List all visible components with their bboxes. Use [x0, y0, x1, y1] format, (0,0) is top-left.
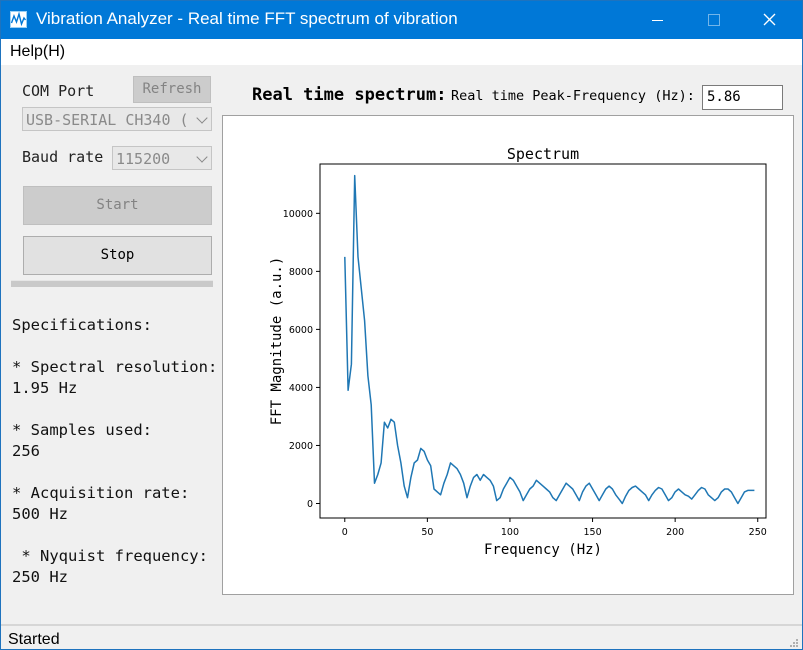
menu-help[interactable]: Help(H)	[10, 43, 66, 60]
chevron-down-icon	[196, 151, 208, 163]
y-tick-label: 10000	[283, 209, 313, 220]
app-icon	[10, 11, 27, 28]
spec-nyquist-value: 250 Hz	[12, 568, 68, 586]
maximize-button	[690, 1, 736, 39]
chart-title: Spectrum	[507, 145, 579, 163]
close-button[interactable]	[746, 1, 792, 39]
title-bar: Vibration Analyzer - Real time FFT spect…	[1, 1, 802, 39]
specs-heading: Specifications:	[12, 316, 152, 334]
y-tick-label: 0	[307, 499, 313, 510]
spec-nyquist-label: * Nyquist frequency:	[12, 547, 208, 565]
window-title: Vibration Analyzer - Real time FFT spect…	[36, 9, 458, 28]
com-port-value: USB-SERIAL CH340 (	[26, 111, 189, 129]
resize-grip-icon[interactable]	[789, 638, 799, 648]
status-bar: Started	[1, 624, 802, 649]
x-tick-label: 0	[342, 527, 348, 538]
plot-axes-box	[319, 163, 767, 519]
spec-rate-value: 500 Hz	[12, 505, 68, 523]
x-tick-label: 150	[583, 527, 601, 538]
y-tick-label: 8000	[289, 267, 313, 278]
spec-resolution-label: * Spectral resolution:	[12, 358, 218, 376]
baud-rate-label: Baud rate	[22, 148, 104, 166]
com-port-select[interactable]: USB-SERIAL CH340 (	[22, 107, 212, 131]
spec-resolution-value: 1.95 Hz	[12, 379, 78, 397]
refresh-button[interactable]: Refresh	[133, 76, 211, 103]
spectrum-chart: 0 50 100 150 200 250 0 2000 4000 6000 8000 10000 Spe…	[269, 145, 767, 558]
peak-frequency-field[interactable]: 5.86	[702, 85, 783, 110]
x-tick-label: 100	[501, 527, 519, 538]
baud-rate-value: 115200	[116, 150, 171, 168]
com-port-label: COM Port	[22, 82, 95, 100]
stop-button[interactable]: Stop	[23, 236, 212, 275]
spectrum-line	[344, 174, 755, 505]
peak-frequency-label: Real time Peak-Frequency (Hz):	[451, 88, 695, 104]
x-tick-label: 200	[666, 527, 684, 538]
start-button[interactable]: Start	[23, 186, 212, 225]
y-tick-label: 4000	[289, 383, 313, 394]
acquisition-progress-bar	[11, 280, 213, 287]
baud-rate-select[interactable]: 115200	[112, 146, 212, 170]
minimize-button[interactable]	[634, 1, 680, 39]
spectrum-plot: 0 50 100 150 200 250 0 2000 4000 6000 8000 10000 Spe…	[222, 115, 794, 595]
x-tick-label: 250	[749, 527, 767, 538]
status-text: Started	[8, 631, 60, 648]
x-axis-label: Frequency (Hz)	[484, 542, 602, 558]
chevron-down-icon	[196, 112, 208, 124]
menu-bar: Help(H)	[1, 39, 802, 65]
x-tick-label: 50	[421, 527, 433, 538]
y-axis-label: FFT Magnitude (a.u.)	[269, 257, 285, 426]
spec-samples-value: 256	[12, 442, 40, 460]
close-icon	[763, 13, 776, 26]
y-tick-label: 6000	[289, 325, 313, 336]
spectrum-heading: Real time spectrum:	[252, 85, 447, 105]
spec-rate-label: * Acquisition rate:	[12, 484, 190, 502]
spec-samples-label: * Samples used:	[12, 421, 152, 439]
y-tick-label: 2000	[289, 441, 313, 452]
